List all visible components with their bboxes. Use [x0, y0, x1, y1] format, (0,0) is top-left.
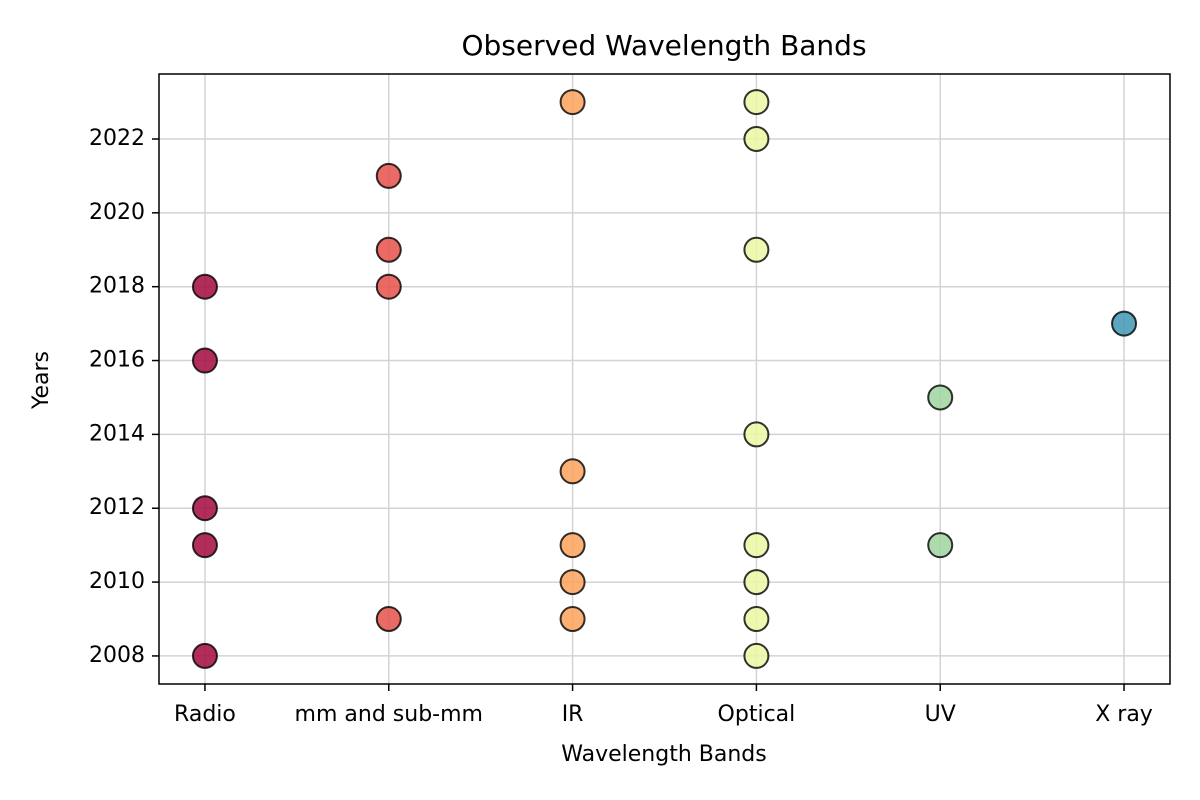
point: [191, 495, 218, 522]
point: [743, 421, 770, 448]
x-tick-label: UV: [925, 702, 956, 727]
point: [743, 642, 770, 669]
x-tick-label: IR: [562, 702, 584, 727]
point: [559, 569, 586, 596]
point: [375, 162, 402, 189]
point: [743, 532, 770, 559]
x-tick-label: X ray: [1095, 702, 1153, 727]
point: [743, 606, 770, 633]
x-tick-label: Radio: [174, 702, 236, 727]
point: [191, 273, 218, 300]
y-tick-label: 2016: [89, 348, 145, 373]
y-tick-label: 2020: [89, 200, 145, 225]
point: [743, 236, 770, 263]
point: [559, 606, 586, 633]
point: [559, 458, 586, 485]
point: [927, 532, 954, 559]
y-tick-label: 2008: [89, 643, 145, 668]
point: [927, 384, 954, 411]
point: [191, 532, 218, 559]
point: [191, 642, 218, 669]
y-tick-label: 2022: [89, 126, 145, 151]
y-axis-label: Years: [29, 351, 54, 410]
y-tick-label: 2014: [89, 421, 145, 446]
x-tick-label: Optical: [718, 702, 796, 727]
point: [375, 273, 402, 300]
point: [559, 532, 586, 559]
point: [375, 606, 402, 633]
chart-title: Observed Wavelength Bands: [461, 29, 866, 62]
point: [743, 569, 770, 596]
plot-frame: [158, 73, 1171, 685]
point: [375, 236, 402, 263]
point: [559, 89, 586, 116]
x-tick-label: mm and sub-mm: [295, 702, 483, 727]
point: [1111, 310, 1138, 337]
point: [743, 89, 770, 116]
x-axis-label: Wavelength Bands: [561, 742, 766, 767]
point: [743, 125, 770, 152]
y-tick-label: 2012: [89, 495, 145, 520]
y-tick-label: 2010: [89, 569, 145, 594]
point: [191, 347, 218, 374]
y-tick-label: 2018: [89, 274, 145, 299]
